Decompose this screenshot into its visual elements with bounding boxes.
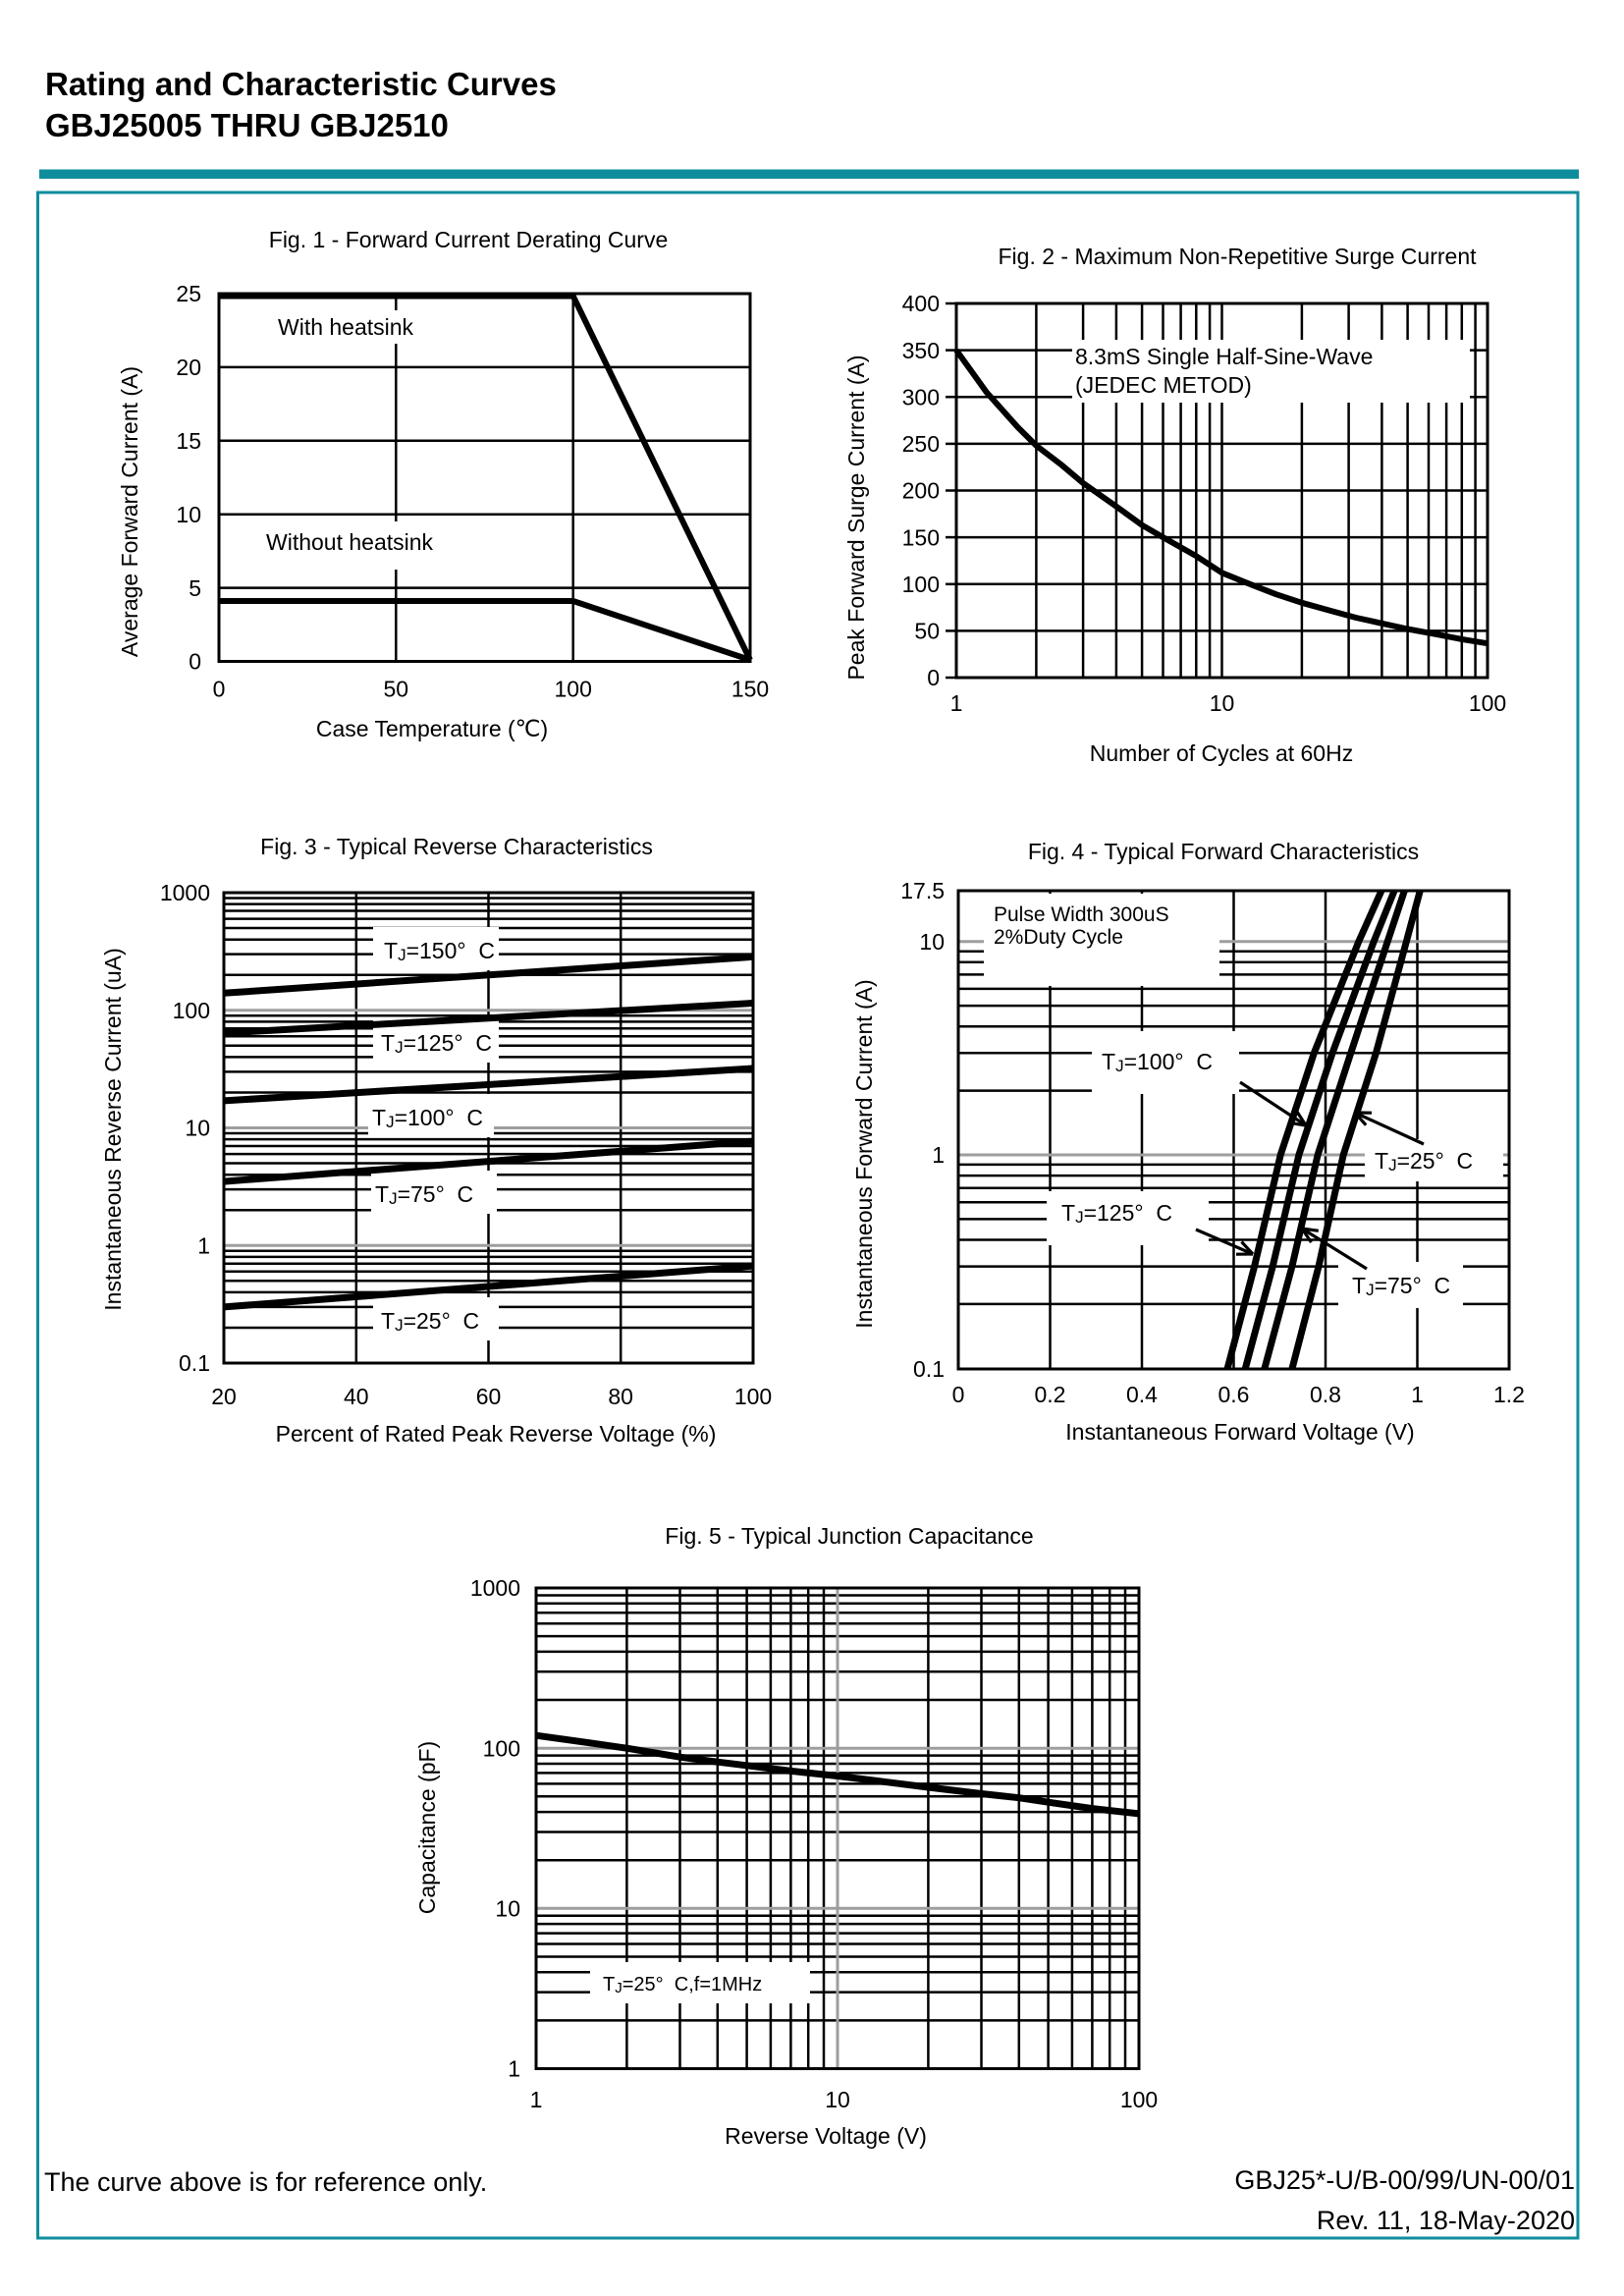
svg-text:Pulse Width 300uS: Pulse Width 300uS bbox=[994, 903, 1169, 926]
svg-text:(JEDEC METOD): (JEDEC METOD) bbox=[1075, 372, 1252, 398]
svg-text:15: 15 bbox=[176, 428, 201, 454]
svg-text:Rating and Characteristic Curv: Rating and Characteristic Curves bbox=[45, 66, 557, 102]
svg-text:400: 400 bbox=[902, 291, 940, 316]
svg-text:TJ=25° C,f=1MHz: TJ=25° C,f=1MHz bbox=[603, 1974, 762, 1996]
svg-text:Case Temperature (℃): Case Temperature (℃) bbox=[316, 716, 548, 741]
svg-text:Number of Cycles at 60Hz: Number of Cycles at 60Hz bbox=[1090, 740, 1353, 766]
svg-text:10: 10 bbox=[495, 1896, 520, 1922]
svg-text:1: 1 bbox=[1411, 1382, 1424, 1407]
svg-text:100: 100 bbox=[555, 677, 592, 702]
svg-text:0.6: 0.6 bbox=[1218, 1382, 1250, 1407]
svg-text:100: 100 bbox=[902, 572, 940, 597]
svg-text:1000: 1000 bbox=[470, 1575, 520, 1601]
svg-text:100: 100 bbox=[734, 1384, 772, 1409]
svg-text:Fig. 1 - Forward Current Derat: Fig. 1 - Forward Current Derating Curve bbox=[269, 227, 668, 252]
svg-text:0.1: 0.1 bbox=[179, 1350, 210, 1376]
svg-text:0.1: 0.1 bbox=[913, 1356, 945, 1382]
svg-text:Instantaneous Forward Current: Instantaneous Forward Current (A) bbox=[851, 979, 877, 1328]
svg-text:With heatsink: With heatsink bbox=[278, 314, 414, 340]
svg-text:80: 80 bbox=[608, 1384, 633, 1409]
svg-text:Average Forward Current (A): Average Forward Current (A) bbox=[117, 366, 142, 657]
svg-text:100: 100 bbox=[483, 1735, 520, 1761]
svg-text:50: 50 bbox=[384, 677, 409, 702]
svg-text:10: 10 bbox=[919, 929, 945, 955]
svg-text:10: 10 bbox=[185, 1116, 210, 1141]
svg-text:1: 1 bbox=[508, 2056, 520, 2082]
svg-text:1: 1 bbox=[197, 1233, 210, 1259]
svg-text:0.8: 0.8 bbox=[1310, 1382, 1341, 1407]
svg-text:Fig. 4 - Typical Forward Chara: Fig. 4 - Typical Forward Characteristics bbox=[1028, 839, 1419, 864]
svg-text:50: 50 bbox=[914, 619, 940, 644]
svg-text:Percent of Rated Peak Reverse: Percent of Rated Peak Reverse Voltage (%… bbox=[276, 1421, 717, 1447]
svg-text:Rev. 11, 18-May-2020: Rev. 11, 18-May-2020 bbox=[1317, 2206, 1575, 2235]
svg-text:100: 100 bbox=[173, 998, 210, 1023]
svg-text:GBJ25*-U/B-00/99/UN-00/01: GBJ25*-U/B-00/99/UN-00/01 bbox=[1234, 2165, 1575, 2195]
svg-text:1: 1 bbox=[932, 1142, 945, 1168]
svg-text:Reverse Voltage (V): Reverse Voltage (V) bbox=[725, 2123, 927, 2149]
svg-text:150: 150 bbox=[731, 677, 769, 702]
svg-text:2%Duty Cycle: 2%Duty Cycle bbox=[994, 926, 1123, 949]
svg-text:0: 0 bbox=[952, 1382, 965, 1407]
svg-text:Without heatsink: Without heatsink bbox=[266, 529, 434, 555]
svg-text:1: 1 bbox=[530, 2087, 543, 2112]
svg-text:100: 100 bbox=[1120, 2087, 1158, 2112]
svg-text:0: 0 bbox=[213, 677, 226, 702]
svg-text:60: 60 bbox=[476, 1384, 502, 1409]
svg-text:25: 25 bbox=[176, 281, 201, 306]
svg-text:1.2: 1.2 bbox=[1493, 1382, 1525, 1407]
svg-text:Instantaneous Reverse Current: Instantaneous Reverse Current (uA) bbox=[100, 948, 126, 1310]
svg-text:0: 0 bbox=[927, 665, 940, 690]
svg-text:300: 300 bbox=[902, 384, 940, 410]
svg-text:150: 150 bbox=[902, 524, 940, 550]
svg-text:200: 200 bbox=[902, 478, 940, 504]
svg-text:250: 250 bbox=[902, 431, 940, 457]
svg-text:1000: 1000 bbox=[160, 880, 210, 905]
svg-text:0.2: 0.2 bbox=[1035, 1382, 1066, 1407]
svg-text:Peak Forward Surge Current (A): Peak Forward Surge Current (A) bbox=[843, 355, 869, 680]
svg-text:Fig. 2 - Maximum Non-Repetitiv: Fig. 2 - Maximum Non-Repetitive Surge Cu… bbox=[999, 244, 1478, 269]
svg-text:0: 0 bbox=[189, 649, 201, 675]
svg-text:10: 10 bbox=[825, 2087, 850, 2112]
svg-text:0.4: 0.4 bbox=[1126, 1382, 1158, 1407]
svg-text:The curve above is for referen: The curve above is for reference only. bbox=[44, 2167, 487, 2197]
svg-text:Fig. 3 - Typical Reverse Chara: Fig. 3 - Typical Reverse Characteristics bbox=[260, 834, 653, 859]
svg-text:Fig. 5 - Typical Junction Capa: Fig. 5 - Typical Junction Capacitance bbox=[665, 1523, 1033, 1549]
svg-text:20: 20 bbox=[176, 355, 201, 380]
svg-text:17.5: 17.5 bbox=[900, 878, 945, 903]
svg-text:10: 10 bbox=[1210, 690, 1235, 716]
svg-text:100: 100 bbox=[1469, 690, 1506, 716]
svg-text:5: 5 bbox=[189, 575, 201, 601]
svg-text:40: 40 bbox=[344, 1384, 369, 1409]
svg-text:1: 1 bbox=[950, 690, 963, 716]
svg-text:10: 10 bbox=[176, 502, 201, 527]
svg-text:Instantaneous Forward Voltage: Instantaneous Forward Voltage (V) bbox=[1065, 1419, 1414, 1445]
svg-text:GBJ25005 THRU GBJ2510: GBJ25005 THRU GBJ2510 bbox=[45, 107, 449, 143]
svg-text:8.3mS Single Half-Sine-Wave: 8.3mS Single Half-Sine-Wave bbox=[1075, 344, 1373, 369]
svg-text:20: 20 bbox=[211, 1384, 237, 1409]
svg-text:Capacitance (pF): Capacitance (pF) bbox=[414, 1741, 440, 1914]
svg-text:350: 350 bbox=[902, 338, 940, 363]
